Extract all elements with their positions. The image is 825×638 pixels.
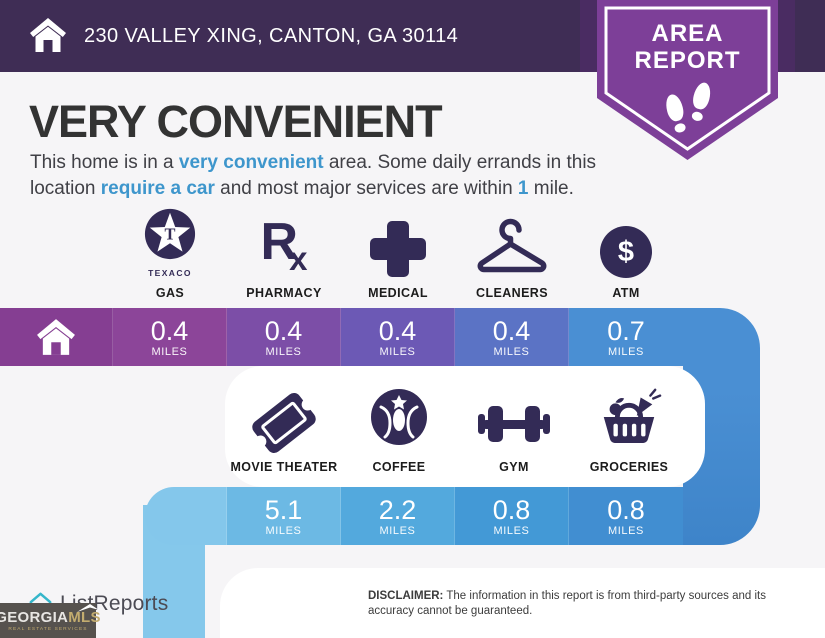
distance-value: 0.4 [378,315,417,346]
svg-text:T: T [165,224,176,243]
amenity-label: MEDICAL [368,286,428,300]
distance-cell: 0.8 MILES [455,487,569,545]
summary-text: and most major services are within [214,178,518,199]
amenity-label: PHARMACY [246,286,322,300]
distance-cell: 2.2 MILES [341,487,455,545]
amenity-label: GROCERIES [589,460,669,474]
summary-text: This home is in a [30,152,179,173]
distance-cell: 0.8 MILES [569,487,683,545]
distance-value: 0.4 [264,315,303,346]
bar2-left-cap [145,487,227,545]
amenity-gas: T TEXACO GAS [105,208,235,300]
summary-paragraph: This home is in a very convenient area. … [30,150,596,202]
disclaimer-label: DISCLAIMER: [368,590,444,602]
amenity-groceries: GROCERIES [564,388,694,474]
mls-name-part2: MLS [68,608,101,626]
footer-white-panel [220,568,825,638]
dollar-circle-icon: $ [600,226,652,278]
distance-value: 0.4 [150,315,189,346]
distance-cell: 0.4 MILES [227,308,341,366]
distance-cell: 0.7 MILES [569,308,683,366]
distance-cell: 5.1 MILES [227,487,341,545]
distance-value: 2.2 [378,494,417,525]
badge-title-line1: AREA [651,20,724,47]
summary-text: location [30,178,101,199]
amenity-label: MOVIE THEATER [230,460,338,474]
georgia-mls-logo: GEORGIAMLS REAL ESTATE SERVICES [0,603,100,638]
area-report-badge: AREA REPORT [580,0,795,168]
distance-value: 0.8 [607,494,645,525]
amenity-label: ATM [612,286,640,300]
distance-cell: 0.4 MILES [455,308,569,366]
amenity-gym: GYM [449,388,579,474]
footprints-icon [597,80,778,134]
ticket-icon [249,390,319,456]
distance-cell: 0.4 MILES [113,308,227,366]
distance-unit: MILES [493,345,530,358]
mls-name-part1: GEORGIA [0,608,69,626]
mls-tagline: REAL ESTATE SERVICES [8,626,88,632]
amenity-label: COFFEE [372,460,426,474]
grocery-basket-icon [596,385,662,452]
medical-cross-icon [369,220,427,278]
amenity-label: GYM [499,460,529,474]
distance-value: 0.8 [492,494,531,525]
home-start-cell [0,308,113,366]
distance-value: 5.1 [264,494,303,525]
distance-bar-row2: 5.1 MILES 2.2 MILES 0.8 MILES 0.8 MILES [145,487,683,545]
pennant-shape [597,0,778,160]
amenity-movie-theater: MOVIE THEATER [219,388,349,474]
amenity-label: GAS [155,286,185,300]
summary-accent: very convenient [178,152,324,173]
home-icon [37,319,75,355]
distance-cell: 0.4 MILES [341,308,455,366]
summary-text: area. Some daily errands in this [323,152,597,173]
page-title: VERY CONVENIENT [29,96,443,147]
distance-unit: MILES [607,524,644,537]
amenity-label: CLEANERS [476,286,548,300]
distance-unit: MILES [265,345,302,358]
amenity-cleaners: CLEANERS [447,208,577,300]
distance-unit: MILES [379,345,416,358]
hanger-icon [475,217,549,278]
distance-value: 0.4 [492,315,531,346]
distance-bar-row1: 0.4 MILES 0.4 MILES 0.4 MILES 0.4 MILES … [0,308,683,366]
texaco-brand-text: TEXACO [148,268,192,278]
distance-unit: MILES [265,524,302,537]
amenity-medical: MEDICAL [333,208,463,300]
summary-text: mile. [528,178,574,199]
starbucks-icon [369,387,429,452]
mls-roof-icon [76,603,99,612]
texaco-gas-icon: T [143,207,197,266]
disclaimer: DISCLAIMER: The information in this repo… [368,589,805,619]
distance-unit: MILES [151,345,188,358]
disclaimer-text: The information in this report is from t… [368,590,766,617]
distance-unit: MILES [379,524,416,537]
home-icon [28,16,68,59]
amenity-coffee: COFFEE [334,388,464,474]
distance-unit: MILES [607,345,644,358]
badge-title-line2: REPORT [634,47,741,74]
summary-accent: require a car [100,178,215,199]
property-address: 230 VALLEY XING, CANTON, GA 30114 [84,25,459,47]
summary-accent: 1 [517,178,529,199]
dumbbell-icon [478,402,550,446]
distance-unit: MILES [493,524,530,537]
amenity-atm: $ ATM [561,208,691,300]
distance-value: 0.7 [607,315,645,346]
